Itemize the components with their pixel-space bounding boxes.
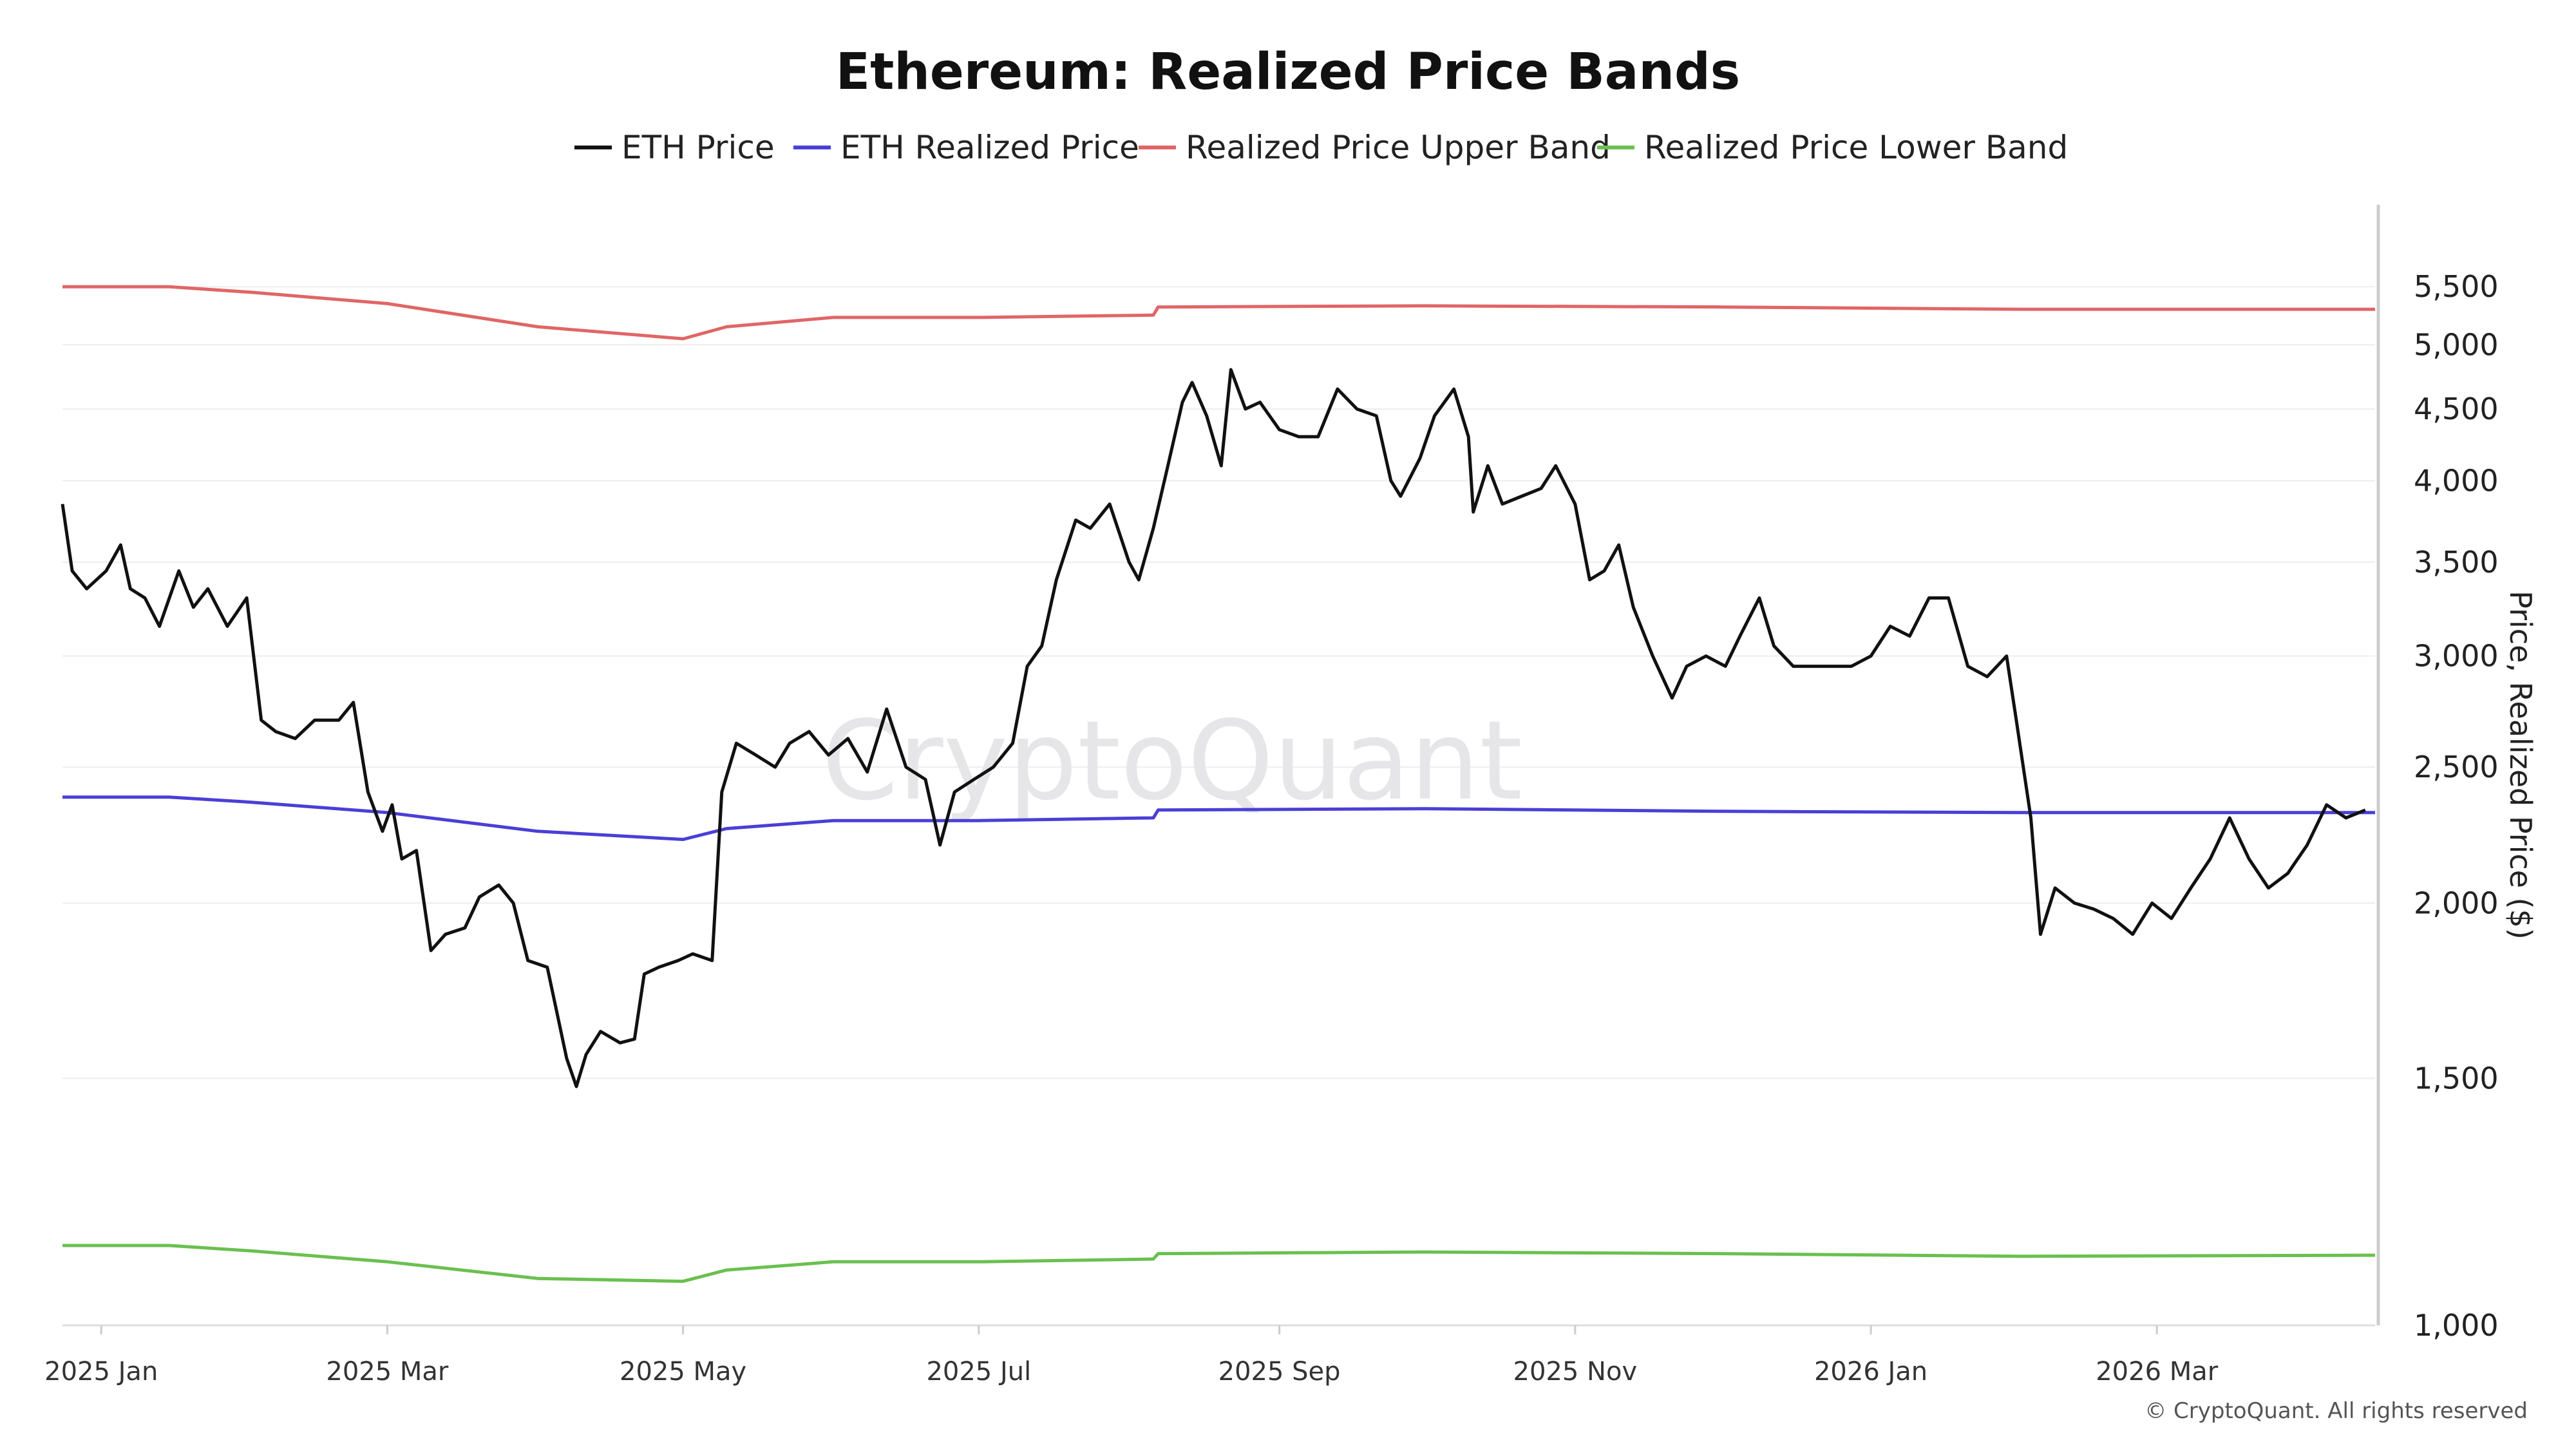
y-tick-label: 4,500 [2414, 392, 2499, 426]
y-axis-label: Price, Realized Price ($) [2503, 591, 2538, 940]
x-tick-label: 2026 Jan [1814, 1357, 1927, 1387]
eth-price-line [61, 368, 2366, 1088]
x-tick-label: 2026 Mar [2096, 1357, 2219, 1387]
legend-item-eth-price[interactable]: ETH Price [574, 129, 775, 166]
realized-price-lower-band-line [62, 1244, 2376, 1283]
y-tick-label: 1,000 [2414, 1308, 2499, 1343]
legend-label: ETH Realized Price [840, 129, 1139, 166]
y-tick-label: 2,000 [2414, 886, 2499, 920]
y-tick-label: 3,500 [2414, 545, 2499, 580]
x-tick-label: 2025 Jan [44, 1357, 158, 1387]
chart-title: Ethereum: Realized Price Bands [836, 43, 1740, 101]
grid [62, 286, 2375, 1079]
legend-item-eth-realized-price[interactable]: ETH Realized Price [793, 129, 1139, 166]
x-tick-label: 2025 Sep [1218, 1357, 1341, 1387]
y-tick-label: 4,000 [2414, 464, 2499, 498]
x-tick-label: 2025 Mar [326, 1357, 449, 1387]
y-tick-label: 2,500 [2414, 750, 2499, 784]
copyright: © CryptoQuant. All rights reserved [2145, 1398, 2528, 1424]
y-tick-label: 5,500 [2414, 269, 2499, 304]
x-ticks: 2025 Jan 2025 Mar 2025 May 2025 Jul 2025 Sep… [44, 1325, 2219, 1387]
legend-item-realized-price-lower-band[interactable]: Realized Price Lower Band [1597, 129, 2068, 166]
legend-item-realized-price-upper-band[interactable]: Realized Price Upper Band [1139, 129, 1611, 166]
realized-price-upper-band-line [62, 285, 2375, 341]
x-tick-label: 2025 Nov [1513, 1357, 1638, 1387]
legend: ETH Price ETH Realized Price Realized Pric… [574, 129, 2068, 166]
y-ticks: 1,000 1,500 2,000 2,500 3,000 3,500 4,000 4,500… [2414, 269, 2499, 1343]
series-layer [61, 285, 2376, 1283]
x-tick-label: 2025 May [620, 1357, 746, 1387]
legend-label: Realized Price Lower Band [1644, 129, 2068, 166]
x-tick-label: 2025 Jul [926, 1357, 1031, 1387]
y-tick-label: 3,000 [2414, 639, 2499, 674]
watermark: CryptoQuant [822, 697, 1522, 825]
y-tick-label: 1,500 [2414, 1061, 2499, 1095]
legend-label: Realized Price Upper Band [1186, 129, 1611, 166]
legend-label: ETH Price [621, 129, 775, 166]
eth-realized-price-line [62, 795, 2375, 841]
y-tick-label: 5,000 [2414, 327, 2499, 362]
